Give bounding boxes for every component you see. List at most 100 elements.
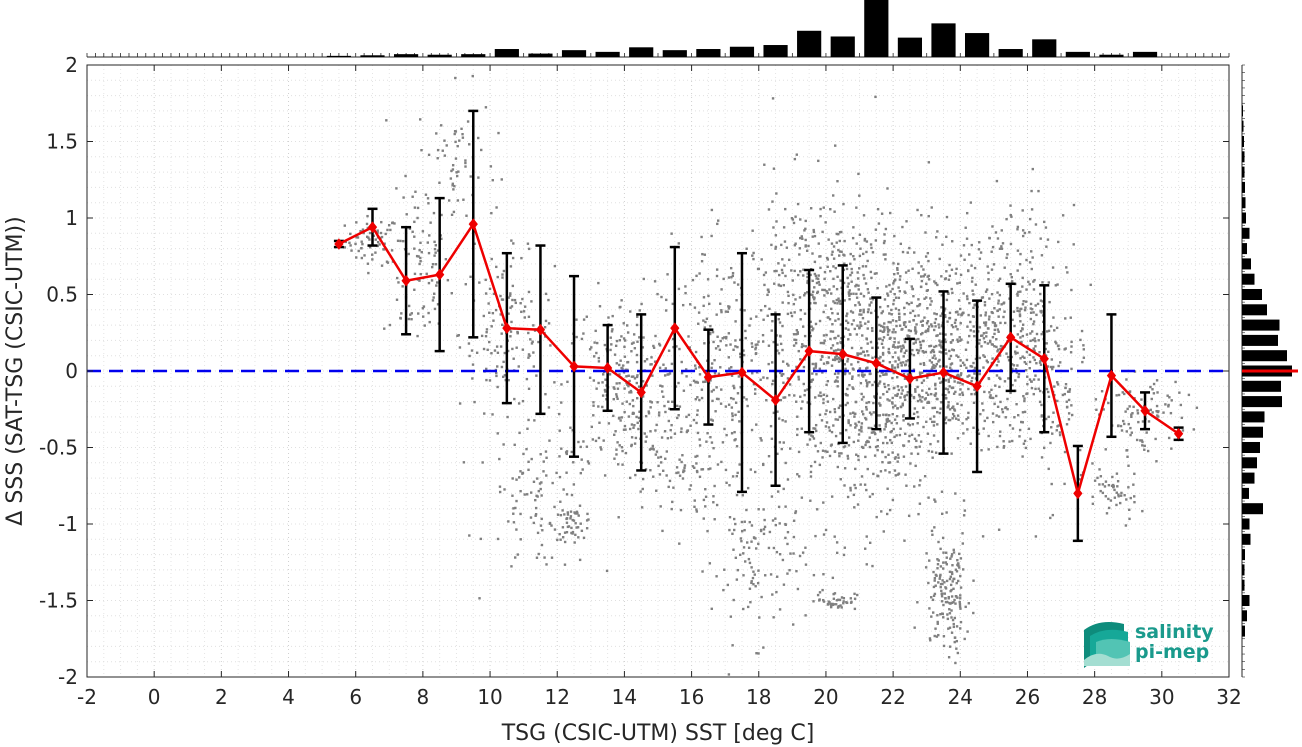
scatter-point xyxy=(840,250,843,253)
scatter-point xyxy=(1051,266,1055,269)
scatter-point xyxy=(833,410,837,414)
scatter-point xyxy=(620,416,623,419)
scatter-point xyxy=(894,296,898,299)
scatter-point xyxy=(655,450,659,453)
scatter-point xyxy=(734,556,738,560)
scatter-point xyxy=(1023,397,1026,400)
scatter-point xyxy=(1091,495,1094,499)
scatter-point xyxy=(778,608,782,611)
scatter-point xyxy=(844,392,848,396)
scatter-point xyxy=(825,256,829,260)
scatter-point xyxy=(658,342,661,346)
scatter-point xyxy=(864,367,868,370)
scatter-point xyxy=(777,505,781,509)
scatter-point xyxy=(419,259,422,263)
scatter-point xyxy=(914,332,917,335)
scatter-point xyxy=(1141,444,1144,447)
scatter-point xyxy=(527,356,530,359)
scatter-point xyxy=(710,418,713,421)
scatter-point xyxy=(1082,344,1085,347)
scatter-point xyxy=(796,473,799,476)
scatter-point xyxy=(941,579,944,582)
scatter-point xyxy=(842,597,846,600)
scatter-point xyxy=(859,321,862,324)
scatter-point xyxy=(940,595,944,598)
scatter-point xyxy=(787,364,790,367)
scatter-point xyxy=(991,396,995,400)
scatter-point xyxy=(853,483,856,487)
scatter-point xyxy=(833,408,836,411)
scatter-point xyxy=(410,312,413,315)
scatter-point xyxy=(669,428,672,432)
scatter-point xyxy=(930,349,934,352)
scatter-point xyxy=(972,426,975,429)
scatter-point xyxy=(781,558,785,562)
scatter-point xyxy=(1022,394,1025,398)
scatter-point xyxy=(404,174,407,178)
scatter-point xyxy=(846,360,849,363)
scatter-point xyxy=(901,250,905,254)
scatter-point xyxy=(454,157,458,160)
scatter-point xyxy=(764,304,767,308)
scatter-point xyxy=(471,363,475,366)
scatter-point xyxy=(902,419,905,422)
scatter-point xyxy=(998,385,1001,389)
scatter-point xyxy=(751,254,754,257)
scatter-point xyxy=(1024,300,1028,303)
scatter-point xyxy=(754,470,757,474)
scatter-point xyxy=(836,385,839,388)
scatter-point xyxy=(905,281,908,284)
scatter-point xyxy=(838,415,841,419)
x-histogram-bar xyxy=(864,0,889,57)
scatter-point xyxy=(791,279,794,282)
scatter-point xyxy=(804,546,807,549)
scatter-point xyxy=(800,427,804,430)
scatter-point xyxy=(680,460,683,464)
scatter-point xyxy=(680,430,683,434)
scatter-point xyxy=(997,279,1001,282)
scatter-point xyxy=(657,411,661,414)
scatter-point xyxy=(658,344,662,347)
scatter-point xyxy=(990,292,994,296)
scatter-point xyxy=(991,343,995,346)
scatter-point xyxy=(525,493,529,496)
scatter-point xyxy=(697,322,700,325)
scatter-point xyxy=(837,598,840,601)
scatter-point xyxy=(804,244,807,247)
scatter-point xyxy=(894,474,897,477)
scatter-point xyxy=(886,441,889,445)
scatter-point xyxy=(560,383,563,386)
scatter-point xyxy=(725,433,728,437)
scatter-point xyxy=(1038,389,1042,393)
scatter-point xyxy=(834,434,838,438)
scatter-point xyxy=(991,245,995,249)
scatter-point xyxy=(1030,267,1033,271)
mean-marker xyxy=(367,221,378,233)
scatter-point xyxy=(806,291,809,294)
scatter-point xyxy=(829,330,833,333)
scatter-point xyxy=(905,220,908,223)
scatter-point xyxy=(964,226,967,229)
scatter-point xyxy=(558,412,561,416)
y-tick-label: -1.5 xyxy=(39,589,78,613)
scatter-point xyxy=(767,290,770,294)
scatter-point xyxy=(912,412,916,416)
scatter-point xyxy=(955,570,959,573)
scatter-point xyxy=(819,358,823,361)
scatter-point xyxy=(910,433,914,437)
scatter-point xyxy=(1016,306,1019,310)
mean-marker xyxy=(636,386,646,399)
scatter-point xyxy=(1006,253,1009,256)
scatter-point xyxy=(818,591,822,594)
scatter-point xyxy=(764,271,768,274)
scatter-point xyxy=(884,425,887,428)
scatter-point xyxy=(892,328,895,331)
scatter-point xyxy=(1044,347,1047,351)
scatter-point xyxy=(731,475,735,478)
scatter-point xyxy=(810,434,813,437)
scatter-point xyxy=(612,397,615,401)
scatter-point xyxy=(1049,365,1053,369)
scatter-point xyxy=(396,239,400,243)
scatter-point xyxy=(799,358,802,361)
scatter-point xyxy=(866,342,869,345)
